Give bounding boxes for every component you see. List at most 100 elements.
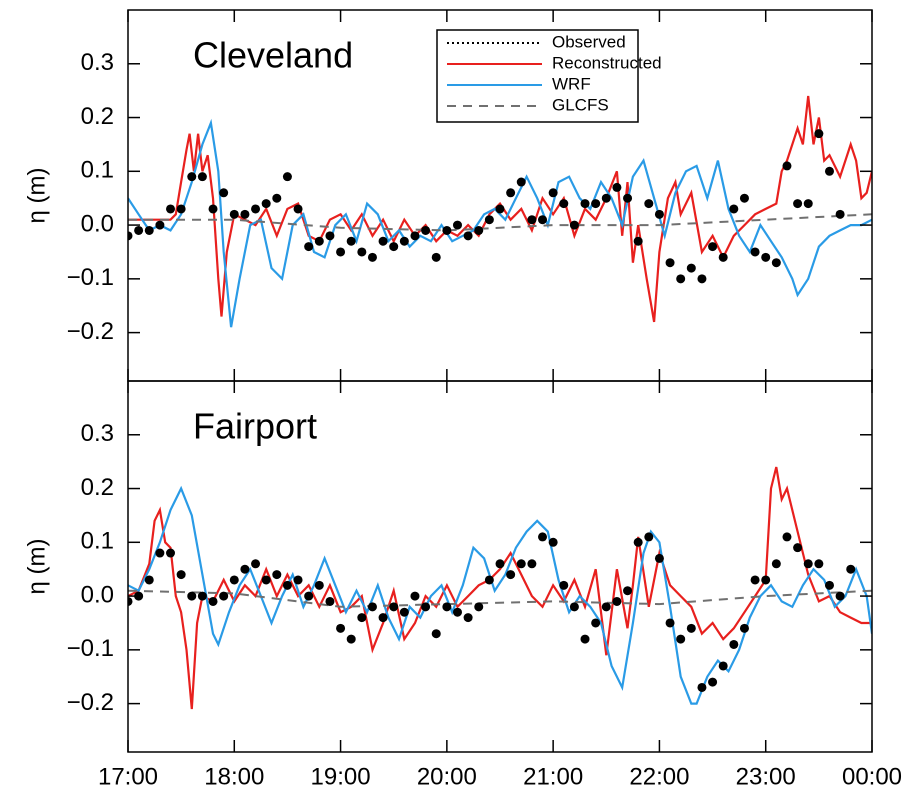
observed-point <box>304 591 314 601</box>
observed-point <box>240 209 250 219</box>
observed-point <box>750 575 760 585</box>
observed-point <box>771 559 781 569</box>
observed-point <box>357 613 367 623</box>
observed-point <box>144 575 154 585</box>
observed-point <box>548 188 558 198</box>
y-axis-label: η (m) <box>23 168 50 224</box>
observed-point <box>591 199 601 209</box>
observed-point <box>474 225 484 235</box>
plot-area <box>128 95 872 328</box>
observed-point <box>708 242 718 252</box>
x-tick-label: 19:00 <box>311 763 371 790</box>
observed-point <box>846 564 856 574</box>
y-tick-label: 0.2 <box>81 103 114 130</box>
observed-point <box>644 532 654 542</box>
observed-point <box>325 231 335 241</box>
observed-point <box>399 236 409 246</box>
y-tick-label: 0.0 <box>81 581 114 608</box>
observed-point <box>431 252 441 262</box>
observed-point <box>452 607 462 617</box>
observed-point <box>442 225 452 235</box>
observed-point <box>623 586 633 596</box>
observed-point <box>399 607 409 617</box>
observed-point <box>569 220 579 230</box>
observed-point <box>623 193 633 203</box>
x-tick-label: 20:00 <box>417 763 477 790</box>
observed-point <box>516 177 526 187</box>
observed-point <box>389 602 399 612</box>
observed-point <box>538 215 548 225</box>
observed-point <box>314 580 324 590</box>
observed-point <box>527 559 537 569</box>
legend-label: GLCFS <box>552 95 609 114</box>
series-line <box>128 589 872 608</box>
observed-point <box>251 559 261 569</box>
observed-point <box>495 559 505 569</box>
observed-point <box>569 602 579 612</box>
observed-point <box>516 559 526 569</box>
observed-point <box>644 199 654 209</box>
observed-point <box>197 172 207 182</box>
series-line <box>128 118 872 328</box>
observed-point <box>240 564 250 574</box>
observed-point <box>208 596 218 606</box>
observed-point <box>261 199 271 209</box>
observed-point <box>548 537 558 547</box>
observed-point <box>793 543 803 553</box>
observed-point <box>187 591 197 601</box>
observed-point <box>282 172 292 182</box>
y-tick-label: −0.1 <box>67 264 114 291</box>
observed-point <box>803 559 813 569</box>
observed-point <box>282 580 292 590</box>
x-tick-label: 18:00 <box>204 763 264 790</box>
observed-point <box>219 591 229 601</box>
observed-point <box>219 188 229 198</box>
series-line <box>128 213 872 232</box>
observed-point <box>431 629 441 639</box>
observed-point <box>144 225 154 235</box>
legend-label: Reconstructed <box>552 53 662 72</box>
observed-point <box>708 677 718 687</box>
observed-point <box>229 575 239 585</box>
observed-point <box>580 634 590 644</box>
y-axis-label: η (m) <box>23 539 50 595</box>
observed-point <box>803 199 813 209</box>
observed-point <box>452 220 462 230</box>
observed-point <box>739 193 749 203</box>
observed-point <box>676 274 686 284</box>
observed-point <box>484 215 494 225</box>
observed-point <box>835 209 845 219</box>
observed-point <box>782 161 792 171</box>
observed-point <box>665 618 675 628</box>
observed-point <box>378 613 388 623</box>
observed-point <box>134 225 144 235</box>
observed-point <box>580 199 590 209</box>
observed-point <box>814 559 824 569</box>
observed-point <box>176 570 186 580</box>
observed-point <box>187 172 197 182</box>
x-tick-label: 22:00 <box>629 763 689 790</box>
observed-point <box>176 204 186 214</box>
observed-point <box>484 575 494 585</box>
observed-point <box>346 634 356 644</box>
observed-point <box>612 182 622 192</box>
y-tick-label: 0.3 <box>81 49 114 76</box>
observed-point <box>538 532 548 542</box>
observed-point <box>654 553 664 563</box>
observed-point <box>761 575 771 585</box>
observed-point <box>272 193 282 203</box>
observed-point <box>697 274 707 284</box>
observed-point <box>421 602 431 612</box>
observed-point <box>208 204 218 214</box>
observed-point <box>676 634 686 644</box>
observed-point <box>304 242 314 252</box>
observed-point <box>389 242 399 252</box>
observed-point <box>771 258 781 268</box>
y-tick-label: −0.1 <box>67 635 114 662</box>
observed-point <box>463 231 473 241</box>
observed-point <box>559 580 569 590</box>
y-tick-label: −0.2 <box>67 689 114 716</box>
observed-point <box>325 596 335 606</box>
observed-point <box>814 129 824 139</box>
